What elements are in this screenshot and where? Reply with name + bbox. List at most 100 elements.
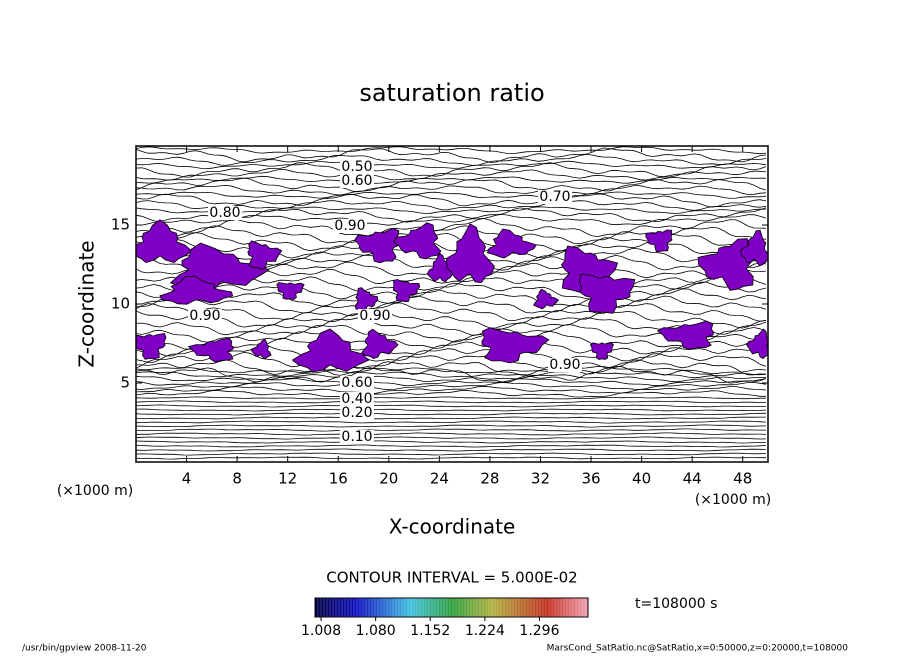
contour-line — [136, 424, 767, 428]
supersaturated-region — [426, 252, 454, 283]
supersaturated-region — [486, 228, 537, 259]
contour-line — [136, 359, 767, 376]
contour-line — [136, 389, 766, 398]
x-tick-label: 20 — [379, 470, 398, 488]
contour-line — [136, 370, 767, 379]
supersaturated-region — [481, 327, 550, 364]
time-label: t=108000 s — [635, 596, 717, 612]
contour-line — [136, 175, 767, 184]
contour-line — [136, 337, 767, 357]
y-tick-label: 5 — [120, 374, 130, 392]
footer-left: /usr/bin/gpview 2008-11-20 — [22, 644, 147, 654]
supersaturated-region — [444, 223, 495, 284]
y-unit: (×1000 m) — [57, 483, 133, 499]
contour-line — [136, 147, 767, 163]
contour-line — [136, 366, 767, 375]
x-tick-label: 28 — [480, 470, 499, 488]
colorbar-tick-label: 1.224 — [465, 623, 505, 639]
x-axis-label: X-coordinate — [389, 515, 516, 539]
supersaturated-region — [697, 238, 754, 291]
contour-label: 0.50 — [341, 159, 372, 175]
contour-label-bg — [340, 406, 374, 420]
contour-label: 0.90 — [549, 357, 580, 373]
contour-label-bg — [340, 392, 374, 406]
contour-line — [136, 193, 767, 208]
contour-label-bg — [333, 219, 367, 233]
supersaturated-region — [392, 279, 421, 303]
x-tick-label: 24 — [430, 470, 449, 488]
contour-line — [136, 456, 766, 460]
contour-line — [136, 428, 766, 432]
contour-line — [136, 177, 767, 193]
supersaturated-region — [250, 338, 272, 360]
contour-line — [136, 153, 767, 166]
contour-line — [136, 162, 767, 178]
contour-line — [136, 344, 767, 363]
contour-label-bg — [340, 174, 374, 188]
supersaturated-region — [645, 229, 673, 253]
x-tick-label: 8 — [232, 470, 242, 488]
x-tick-label: 40 — [632, 470, 651, 488]
x-tick-label: 44 — [683, 470, 702, 488]
contour-label-bg — [340, 160, 374, 174]
contour-line — [136, 420, 767, 424]
x-tick-label: 32 — [531, 470, 550, 488]
contour-line — [136, 200, 767, 211]
contour-label-bg — [340, 376, 374, 390]
contour-line — [136, 302, 767, 322]
colorbar — [314, 597, 589, 618]
supersaturated-region — [746, 328, 768, 360]
contour-line — [136, 400, 767, 404]
contour-label: 0.40 — [341, 391, 372, 407]
contour-label: 0.60 — [341, 173, 372, 189]
contour-line — [136, 408, 767, 412]
plot-area: 0.500.600.700.800.900.90 0.900.900.600.40… — [136, 146, 768, 460]
contour-label: 0.70 — [539, 189, 570, 205]
contour-label-bg — [358, 309, 392, 323]
contour-line — [136, 288, 767, 307]
contour-line — [136, 218, 767, 237]
colorbar-tick-label: 1.296 — [519, 623, 559, 639]
contour-label: 0.60 — [341, 375, 372, 391]
contour-line — [136, 448, 767, 452]
contour-line — [136, 191, 767, 199]
contour-line — [136, 295, 767, 314]
contour-line — [136, 436, 767, 440]
supersaturated-region — [354, 287, 379, 312]
x-unit: (×1000 m) — [695, 492, 771, 508]
colorbar-tick-label: 1.080 — [356, 623, 396, 639]
contour-line — [136, 330, 767, 350]
contour-label: 0.80 — [209, 205, 240, 221]
supersaturated-region — [361, 328, 399, 360]
contour-line — [136, 432, 767, 436]
colorbar-tick-label: 1.008 — [301, 623, 341, 639]
contour-line — [136, 444, 767, 448]
contour-line — [136, 184, 767, 196]
contour-line — [136, 412, 766, 416]
x-tick-label: 12 — [278, 470, 297, 488]
y-tick-label: 10 — [111, 295, 130, 313]
supersaturated-region — [590, 342, 614, 360]
contour-label: 0.90 — [359, 308, 390, 324]
supersaturated-region — [393, 222, 442, 260]
supersaturated-region — [187, 337, 235, 363]
contour-label-bg — [340, 430, 374, 444]
supersaturated-region — [136, 332, 167, 360]
contour-line — [136, 385, 767, 395]
colorbar-tick-label: 1.152 — [410, 623, 450, 639]
contour-label-bg — [548, 358, 582, 372]
supersaturated-region — [656, 320, 714, 350]
contour-label: 0.90 — [189, 308, 220, 324]
contour-label-bg — [538, 190, 572, 204]
contour-line — [136, 309, 767, 329]
contour-line — [136, 351, 767, 369]
contour-line — [136, 416, 766, 420]
contour-line — [136, 374, 767, 383]
chart-title: saturation ratio — [359, 79, 544, 107]
contour-line — [136, 452, 767, 456]
contour-line — [136, 168, 767, 181]
supersaturated-region — [276, 282, 305, 300]
x-tick-label: 4 — [182, 470, 192, 488]
supersaturated-region — [247, 240, 283, 270]
